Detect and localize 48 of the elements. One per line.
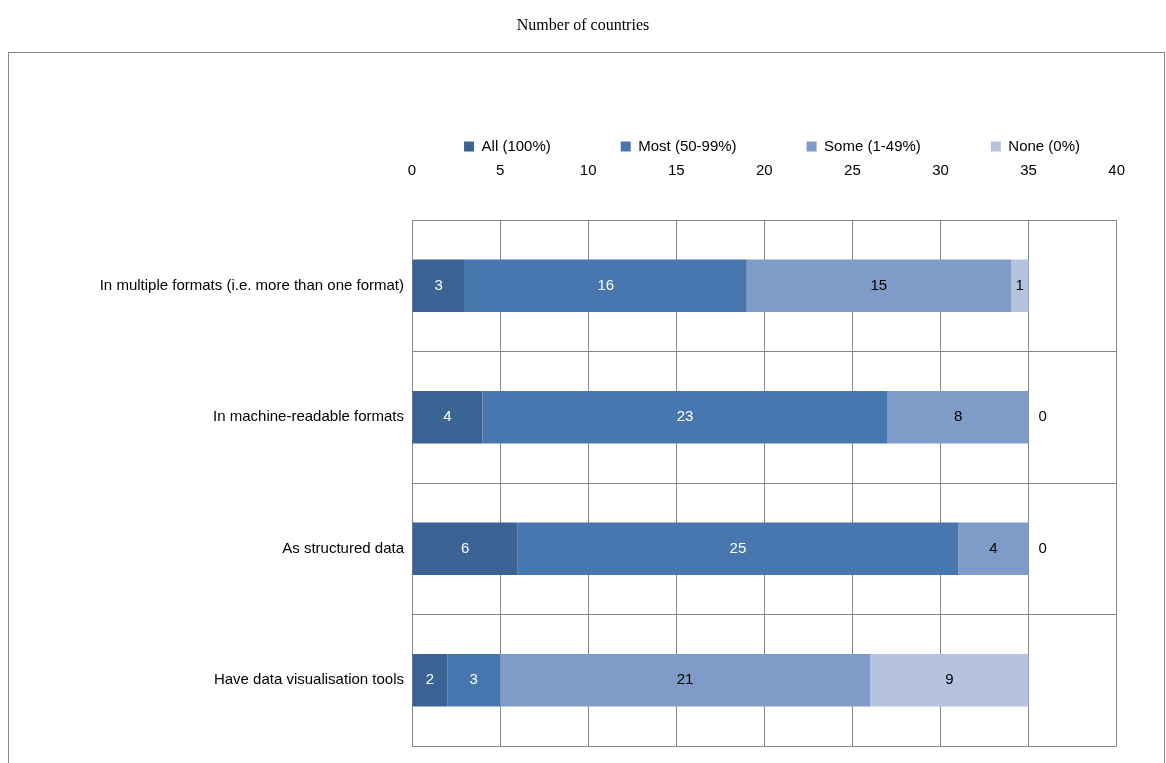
x-tick-label: 20 (755, 161, 773, 179)
bar (464, 259, 747, 313)
bar (887, 390, 1029, 444)
data-label: 4 (989, 538, 998, 556)
data-label: 2 (425, 670, 435, 688)
legend-label: None (0%) (1008, 136, 1081, 154)
x-tick-label: 0 (407, 161, 417, 179)
x-tick-label: 10 (579, 161, 597, 179)
bar (412, 259, 465, 313)
bar (958, 522, 1029, 576)
y-tick-label: In multiple formats (i.e. more than one format) (99, 275, 404, 293)
bar (412, 390, 483, 444)
data-label: 4 (443, 407, 452, 425)
x-tick-label: 15 (667, 161, 685, 179)
data-label: 0 (1038, 407, 1047, 425)
bar (412, 522, 518, 576)
data-label: 25 (729, 538, 747, 556)
data-label: 15 (870, 275, 888, 293)
x-tick-label: 40 (1108, 161, 1125, 179)
legend-label: Some (1-49%) (824, 136, 921, 154)
data-label: 6 (460, 538, 470, 556)
legend-label: Most (50-99%) (638, 136, 737, 154)
x-tick-label: 5 (495, 161, 505, 179)
data-label: 21 (676, 670, 694, 688)
bar (1010, 259, 1029, 313)
x-tick-label: 35 (1020, 161, 1037, 179)
data-label: 9 (945, 670, 954, 688)
data-label: 8 (953, 407, 963, 425)
bar (517, 522, 959, 576)
bar (412, 653, 448, 707)
data-label: 16 (597, 275, 615, 293)
y-tick-label: Have data visualisation tools (213, 670, 404, 688)
data-label: 23 (676, 407, 694, 425)
legend-label: All (100%) (481, 136, 551, 154)
bar (482, 390, 888, 444)
chart-title: Number of countries (515, 16, 651, 34)
bar (746, 259, 1011, 313)
data-label: 3 (434, 275, 443, 293)
y-tick-label: In machine-readable formats (213, 407, 404, 425)
y-tick-label: As structured data (282, 538, 405, 556)
x-tick-label: 30 (932, 161, 949, 179)
bar (870, 653, 1029, 707)
bar (500, 653, 871, 707)
bar (447, 653, 501, 707)
data-label: 3 (469, 670, 478, 688)
x-tick-label: 25 (844, 161, 861, 179)
data-label: 1 (1015, 275, 1024, 293)
data-label: 0 (1038, 538, 1047, 556)
